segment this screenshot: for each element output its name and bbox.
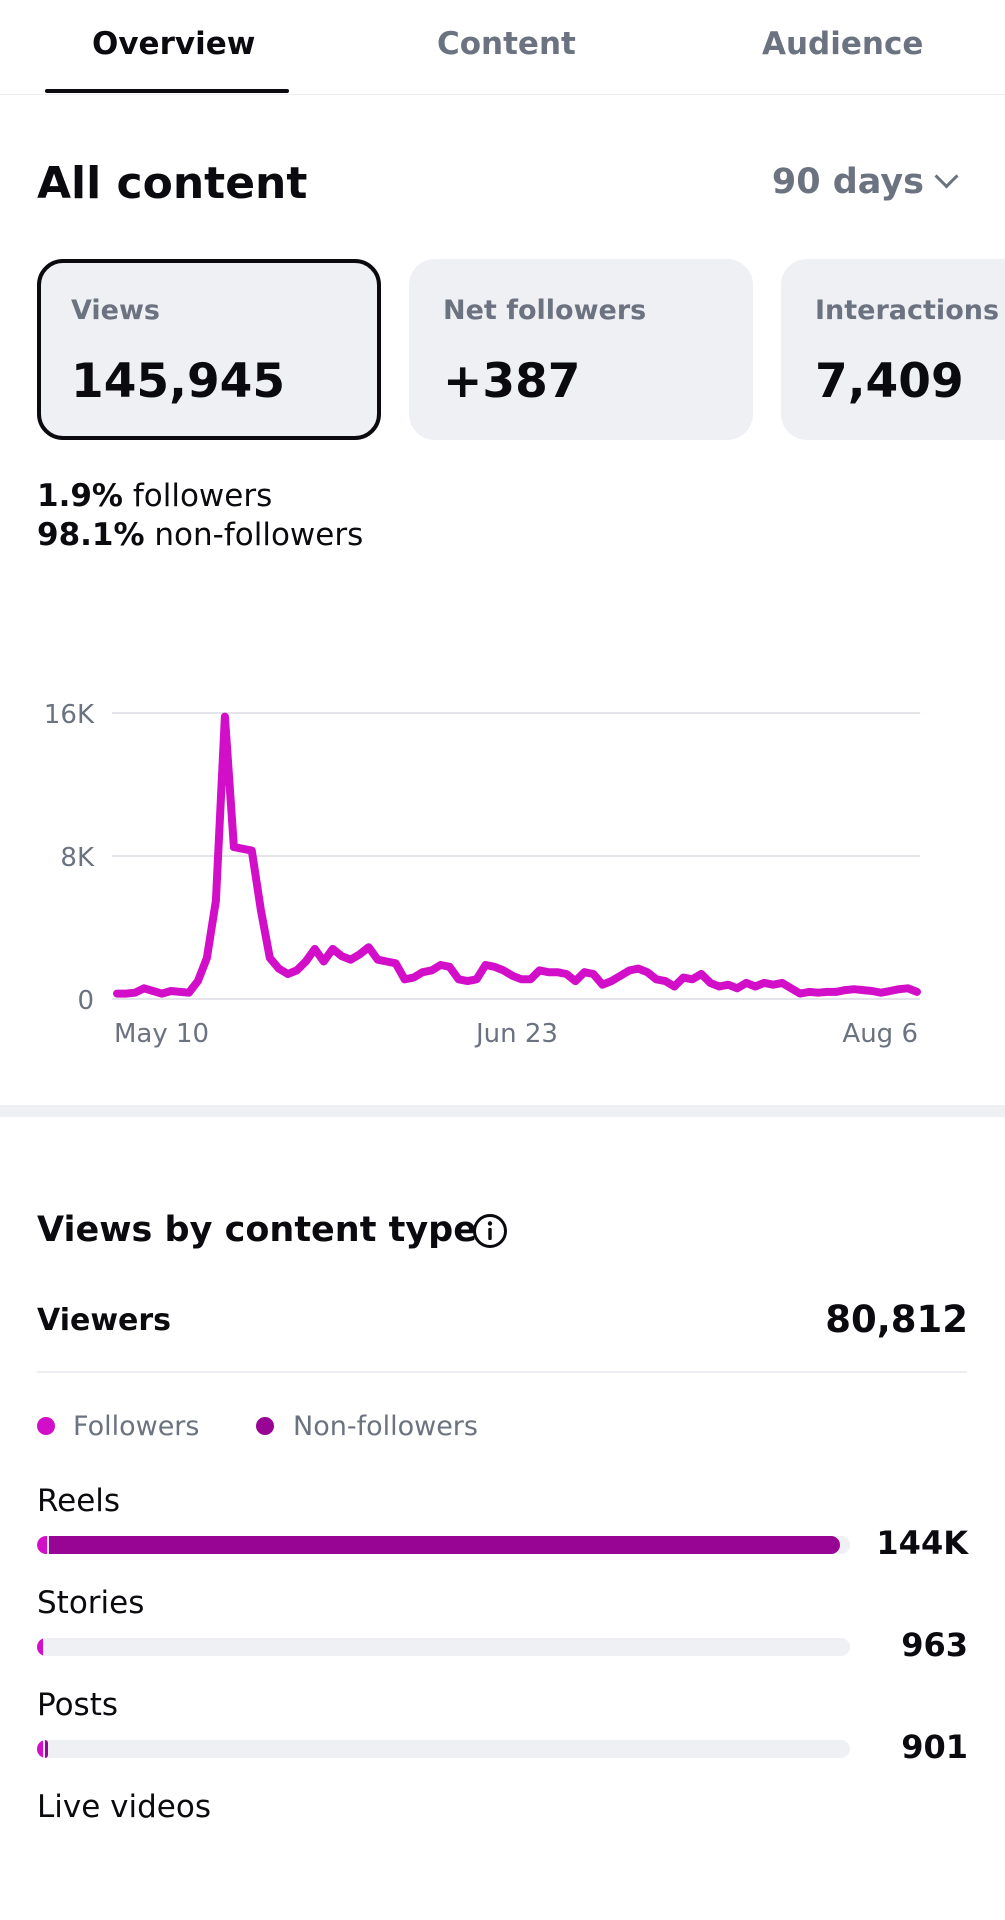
content-type-label: Stories: [37, 1585, 145, 1621]
legend-label-nonfollowers: Non-followers: [293, 1411, 478, 1442]
legend-dot-followers: [37, 1417, 55, 1435]
y-tick-label: 8K: [60, 843, 95, 873]
metric-label: Interactions: [815, 295, 1000, 326]
viewers-label: Viewers: [37, 1303, 172, 1338]
legend-label-followers: Followers: [73, 1411, 200, 1442]
content-type-value: 901: [901, 1728, 968, 1766]
views-line-chart: 0 8K 16K May 10 Jun 23 Aug 6: [44, 700, 921, 1049]
legend-dot-nonfollowers: [256, 1417, 274, 1435]
content-type-bar: [37, 1638, 850, 1656]
content-type-label: Reels: [37, 1483, 121, 1519]
content-type-value: 963: [901, 1626, 968, 1664]
followers-bar-segment: [37, 1638, 43, 1656]
content-type-label: Posts: [37, 1687, 119, 1723]
followers-share: 1.9% followers: [37, 478, 272, 514]
metric-value: 7,409: [815, 354, 964, 409]
viewers-value: 80,812: [825, 1298, 968, 1341]
metric-card-interactions[interactable]: Interactions 7,409: [781, 259, 1005, 440]
followers-bar-segment: [37, 1740, 43, 1758]
tab-content[interactable]: Content: [437, 26, 576, 62]
content-type-bar: [37, 1536, 850, 1554]
followers-bar-segment: [37, 1536, 47, 1554]
active-tab-indicator: [45, 89, 289, 93]
section-divider: [0, 1105, 1005, 1117]
y-tick-label: 0: [77, 986, 94, 1016]
page-title: All content: [37, 158, 308, 209]
chevron-down-icon: [934, 164, 959, 189]
x-tick-label: Jun 23: [474, 1019, 558, 1049]
tab-overview[interactable]: Overview: [92, 26, 256, 62]
content-type-value: 144K: [876, 1524, 968, 1562]
info-icon[interactable]: [472, 1213, 508, 1249]
nonfollowers-bar-segment: [48, 1536, 840, 1554]
content-type-title: Views by content type: [37, 1210, 477, 1250]
x-tick-label: Aug 6: [842, 1019, 918, 1049]
date-range-dropdown[interactable]: 90 days: [771, 162, 959, 202]
nonfollowers-text: non-followers: [144, 517, 364, 553]
views-series-line: [113, 712, 921, 998]
nonfollowers-pct: 98.1%: [37, 517, 145, 553]
metric-value: +387: [443, 354, 581, 409]
content-type-label: Live videos: [37, 1789, 211, 1825]
nonfollowers-bar-segment: [45, 1740, 48, 1758]
tab-audience[interactable]: Audience: [762, 26, 924, 62]
metric-label: Views: [71, 295, 161, 326]
followers-text: followers: [122, 478, 273, 514]
y-tick-label: 16K: [44, 700, 95, 730]
metric-value: 145,945: [71, 354, 286, 409]
nonfollowers-share: 98.1% non-followers: [37, 517, 363, 553]
metric-card-views[interactable]: Views 145,945: [37, 259, 381, 440]
date-range-label: 90 days: [771, 162, 924, 202]
metric-label: Net followers: [443, 295, 647, 326]
tab-bar: Overview Content Audience: [0, 0, 1005, 95]
divider: [37, 1371, 967, 1373]
followers-pct: 1.9%: [37, 478, 123, 514]
content-type-bar: [37, 1740, 850, 1758]
x-tick-label: May 10: [114, 1019, 209, 1049]
metric-card-net-followers[interactable]: Net followers +387: [409, 259, 753, 440]
